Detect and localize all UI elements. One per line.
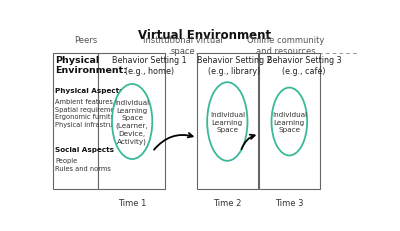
Text: Behavior Setting 3
(e.g., café): Behavior Setting 3 (e.g., café) xyxy=(267,55,342,76)
Text: Time 2: Time 2 xyxy=(213,198,242,207)
Bar xyxy=(98,54,165,190)
Text: Physical Aspects: Physical Aspects xyxy=(55,87,124,93)
Text: Behavior Setting 2
(e.g., library): Behavior Setting 2 (e.g., library) xyxy=(197,55,272,75)
Text: Online community
and resources: Online community and resources xyxy=(247,36,324,56)
Text: Individual
Learning
Space
(Learner,
Device,
Activity): Individual Learning Space (Learner, Devi… xyxy=(114,100,150,144)
Text: Virtual Environment: Virtual Environment xyxy=(138,29,272,42)
Text: Individual
Learning
Space: Individual Learning Space xyxy=(272,112,307,132)
Ellipse shape xyxy=(272,88,307,156)
Bar xyxy=(259,54,320,190)
Text: Behavior Setting 1
(e.g., home): Behavior Setting 1 (e.g., home) xyxy=(112,55,186,75)
Text: Social Aspects: Social Aspects xyxy=(55,146,114,152)
Ellipse shape xyxy=(207,83,248,161)
Text: Time 1: Time 1 xyxy=(118,198,146,207)
Text: Peers: Peers xyxy=(74,36,97,45)
Text: Physical
Environment:: Physical Environment: xyxy=(55,55,127,75)
Text: Institutional virtual
space: Institutional virtual space xyxy=(144,36,223,56)
Text: Individual
Learning
Space: Individual Learning Space xyxy=(210,112,245,132)
Text: Time 3: Time 3 xyxy=(275,198,304,207)
Bar xyxy=(53,54,98,190)
Ellipse shape xyxy=(112,85,152,159)
Bar xyxy=(197,54,258,190)
Text: People
Rules and norms: People Rules and norms xyxy=(55,158,111,171)
Text: Ambient features,
Spatial requirements,
Ergonomic furniture,
Physical infrastruc: Ambient features, Spatial requirements, … xyxy=(55,99,130,127)
